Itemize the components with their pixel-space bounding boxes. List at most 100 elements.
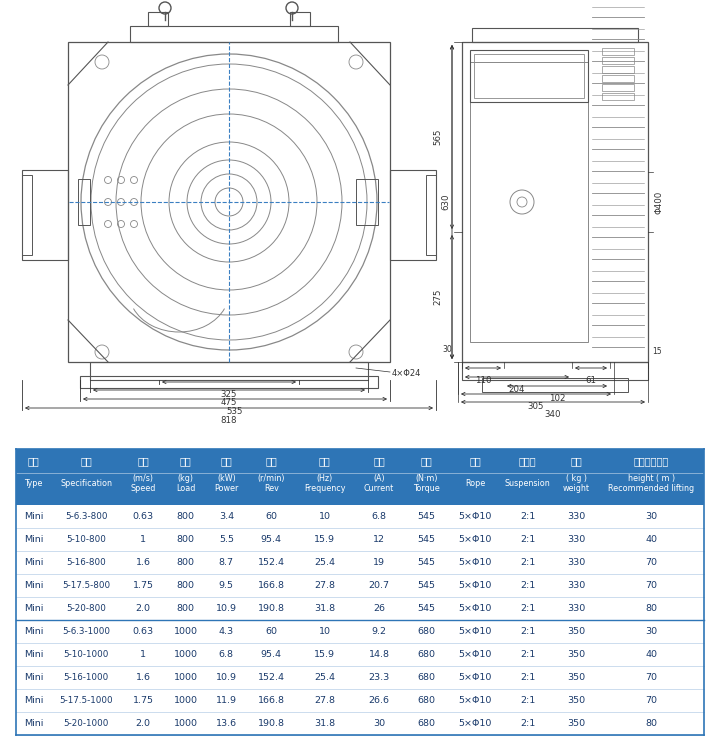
- Text: Speed: Speed: [130, 485, 156, 494]
- Text: 0.63: 0.63: [132, 627, 153, 636]
- Bar: [80, 376, 378, 388]
- Text: 350: 350: [567, 696, 585, 705]
- Text: 1.75: 1.75: [132, 696, 153, 705]
- Text: 680: 680: [418, 719, 436, 728]
- Text: (Hz): (Hz): [317, 474, 333, 483]
- Text: 340: 340: [545, 410, 562, 419]
- Text: 14.8: 14.8: [369, 650, 390, 659]
- Text: Rev: Rev: [264, 485, 279, 494]
- Text: 5×Φ10: 5×Φ10: [459, 719, 492, 728]
- Text: 152.4: 152.4: [258, 673, 285, 682]
- Text: 27.8: 27.8: [314, 696, 336, 705]
- Text: 70: 70: [645, 673, 657, 682]
- Text: 13.6: 13.6: [216, 719, 237, 728]
- Bar: [472, 28, 638, 42]
- Text: 800: 800: [176, 535, 194, 544]
- Text: 61: 61: [585, 376, 596, 385]
- Text: 30: 30: [645, 512, 657, 521]
- Bar: [426, 175, 436, 255]
- Text: 2:1: 2:1: [520, 581, 535, 590]
- Bar: [290, 12, 310, 26]
- Text: 190.8: 190.8: [258, 719, 285, 728]
- Text: 0.63: 0.63: [132, 512, 153, 521]
- Text: 102: 102: [549, 394, 565, 403]
- Text: (m/s): (m/s): [132, 474, 153, 483]
- Text: 275: 275: [433, 289, 442, 306]
- Text: 10: 10: [319, 627, 330, 636]
- Text: (kg): (kg): [178, 474, 194, 483]
- Bar: [602, 66, 634, 73]
- Bar: [602, 48, 634, 55]
- Text: 800: 800: [176, 558, 194, 567]
- Text: 功率: 功率: [220, 456, 233, 467]
- Text: Mini: Mini: [24, 696, 43, 705]
- Text: 1.6: 1.6: [135, 558, 150, 567]
- Text: 70: 70: [645, 558, 657, 567]
- Text: 475: 475: [221, 398, 238, 407]
- Bar: [22, 170, 68, 260]
- Text: 800: 800: [176, 581, 194, 590]
- Text: 5×Φ10: 5×Φ10: [459, 535, 492, 544]
- Text: Rope: Rope: [465, 479, 485, 488]
- Text: 110: 110: [474, 376, 491, 385]
- Bar: [356, 179, 378, 225]
- Text: 330: 330: [567, 512, 585, 521]
- Text: 545: 545: [418, 604, 436, 613]
- Text: 2:1: 2:1: [520, 512, 535, 521]
- Text: 曳引比: 曳引比: [519, 456, 536, 467]
- Text: 频率: 频率: [319, 456, 330, 467]
- Text: 545: 545: [418, 558, 436, 567]
- Text: 5-6.3-1000: 5-6.3-1000: [63, 627, 110, 636]
- Text: 70: 70: [645, 696, 657, 705]
- Text: 19: 19: [373, 558, 385, 567]
- Text: 11.9: 11.9: [216, 696, 237, 705]
- Text: 5-6.3-800: 5-6.3-800: [65, 512, 107, 521]
- Text: Current: Current: [364, 485, 395, 494]
- Text: Specification: Specification: [60, 479, 112, 488]
- Text: 5×Φ10: 5×Φ10: [459, 650, 492, 659]
- Text: Mini: Mini: [24, 581, 43, 590]
- Text: 680: 680: [418, 627, 436, 636]
- Text: Mini: Mini: [24, 627, 43, 636]
- Text: 31.8: 31.8: [314, 719, 336, 728]
- Text: Mini: Mini: [24, 512, 43, 521]
- Text: 680: 680: [418, 696, 436, 705]
- Text: 95.4: 95.4: [261, 650, 282, 659]
- Text: 绳规: 绳规: [469, 456, 481, 467]
- Text: 1: 1: [140, 535, 146, 544]
- Text: (r/min): (r/min): [258, 474, 285, 483]
- Text: 330: 330: [567, 558, 585, 567]
- Text: 350: 350: [567, 719, 585, 728]
- Bar: [602, 93, 634, 100]
- Text: 305: 305: [528, 402, 544, 411]
- Text: 190.8: 190.8: [258, 604, 285, 613]
- Text: 1000: 1000: [174, 627, 197, 636]
- Text: Frequency: Frequency: [304, 485, 346, 494]
- Text: 5×Φ10: 5×Φ10: [459, 581, 492, 590]
- Text: 6.8: 6.8: [219, 650, 234, 659]
- Bar: [390, 170, 436, 260]
- Text: Type: Type: [24, 479, 43, 488]
- Bar: [22, 175, 32, 255]
- Text: 31.8: 31.8: [314, 604, 336, 613]
- Text: 4×Φ24: 4×Φ24: [392, 369, 421, 378]
- Text: 2:1: 2:1: [520, 627, 535, 636]
- Text: 2.0: 2.0: [135, 604, 150, 613]
- Text: 5-10-800: 5-10-800: [66, 535, 107, 544]
- Text: 3.4: 3.4: [219, 512, 234, 521]
- Text: 5-20-1000: 5-20-1000: [63, 719, 109, 728]
- Text: 1000: 1000: [174, 719, 197, 728]
- Text: Mini: Mini: [24, 719, 43, 728]
- Text: 6.8: 6.8: [372, 512, 387, 521]
- Text: 25.4: 25.4: [314, 558, 336, 567]
- Text: 2:1: 2:1: [520, 673, 535, 682]
- Text: 80: 80: [645, 719, 657, 728]
- Text: 204: 204: [509, 385, 526, 394]
- Text: 545: 545: [418, 535, 436, 544]
- Bar: [462, 362, 648, 380]
- Text: 60: 60: [265, 512, 277, 521]
- Text: 23.3: 23.3: [369, 673, 390, 682]
- Text: Mini: Mini: [24, 650, 43, 659]
- Text: Mini: Mini: [24, 535, 43, 544]
- Text: 30: 30: [373, 719, 385, 728]
